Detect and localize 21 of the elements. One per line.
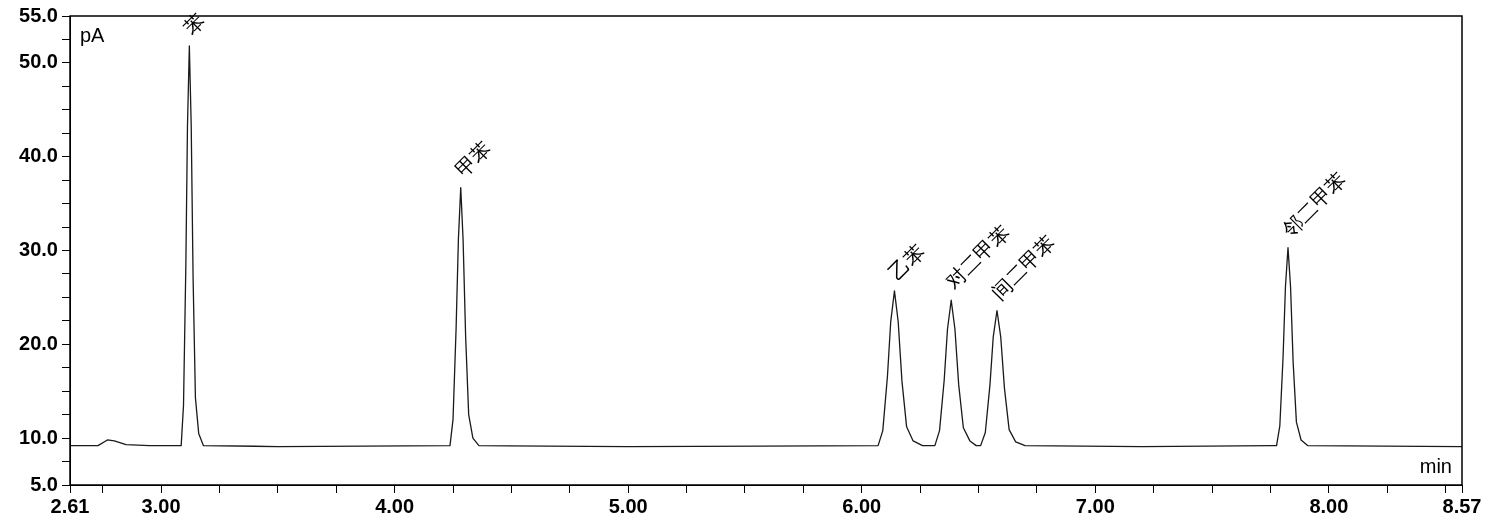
x-tick-label: 8.57 [1442, 494, 1482, 517]
x-tick-label: 8.00 [1309, 494, 1349, 517]
y-tick-label: 55.0 [19, 3, 58, 26]
x-axis-title: min [1419, 454, 1452, 477]
x-tick-label: 4.00 [375, 494, 415, 517]
annotation: 苯 [178, 8, 211, 40]
y-axis-title: pA [80, 23, 106, 46]
y-tick-label: 20.0 [19, 331, 58, 354]
y-tick-label: 30.0 [19, 238, 58, 261]
annotation: 甲苯 [450, 135, 496, 182]
x-tick-label: 3.00 [141, 494, 181, 517]
y-tick-label: 10.0 [19, 425, 58, 448]
x-tick-label: 5.00 [608, 494, 648, 517]
x-tick-label: 6.00 [842, 494, 882, 517]
annotation: 乙苯 [884, 239, 930, 285]
annotation: 邻二甲苯 [1277, 167, 1352, 242]
y-tick-label: 50.0 [19, 50, 58, 73]
y-tick-label: 5.0 [30, 472, 58, 495]
x-tick-label: 2.61 [50, 494, 90, 517]
x-tick-label: 7.00 [1075, 494, 1115, 517]
y-tick-label: 40.0 [19, 144, 58, 167]
